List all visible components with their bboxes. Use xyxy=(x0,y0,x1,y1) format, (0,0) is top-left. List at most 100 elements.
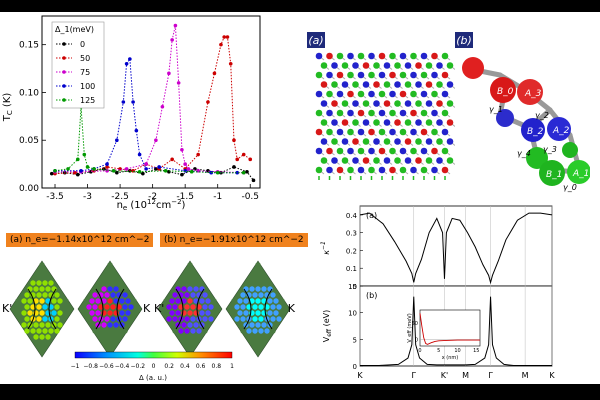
lattice-atom xyxy=(446,62,454,69)
bz-site xyxy=(122,304,128,310)
lattice-atom xyxy=(315,147,323,155)
bz-site xyxy=(101,334,107,340)
lattice-atom xyxy=(420,166,428,174)
tc-data-point xyxy=(196,152,200,157)
bz-site xyxy=(89,298,95,304)
tc-data-point xyxy=(49,171,54,176)
lattice-atom xyxy=(315,109,323,117)
bz-site xyxy=(255,346,261,352)
lattice-atom xyxy=(368,109,375,117)
tc-data-point xyxy=(141,171,145,176)
tc-data-point xyxy=(75,157,80,162)
tc-data-point xyxy=(241,152,246,157)
lattice-atom xyxy=(331,100,338,107)
band-b-ytick-label: 15 xyxy=(348,283,357,291)
bz-site xyxy=(122,316,128,322)
bz-site xyxy=(270,328,276,334)
bz-site xyxy=(163,310,169,316)
hop-gamma2: γ_2 xyxy=(535,111,549,120)
tc-xlabel: ne (1012cm−2) xyxy=(117,198,186,212)
band-xtick-label: K xyxy=(357,371,363,380)
lattice-atom xyxy=(441,71,449,79)
tc-data-point xyxy=(137,152,142,157)
heat-label-a: (a) n_e=−1.14x10^12 cm^−2 xyxy=(6,233,154,247)
lattice-atom xyxy=(441,90,449,98)
tc-legend-marker xyxy=(62,70,66,74)
bz-site xyxy=(184,280,190,286)
lattice-atom xyxy=(404,81,412,88)
tc-data-point xyxy=(128,57,132,61)
lattice-atom xyxy=(404,138,412,145)
figure-canvas: -3.5 -3 -2.5 -2 -1.5 -1 -0.5 0.00 0.05 0.10 0.15 Δ… xyxy=(0,12,600,384)
heat-label-a-text: n_e=−1.14x10^12 cm^−2 xyxy=(25,235,150,245)
lattice-atom xyxy=(368,166,375,174)
bz-site xyxy=(39,298,45,304)
tc-data-point xyxy=(154,138,158,143)
lattice-atom xyxy=(394,100,401,107)
lattice-atom xyxy=(410,166,417,174)
bz-site xyxy=(240,304,246,310)
lattice-atom xyxy=(326,71,333,79)
bz-site xyxy=(42,316,48,322)
bz-site xyxy=(231,298,237,304)
bz-site xyxy=(42,268,48,274)
bz-site xyxy=(234,316,240,322)
atom-b2 xyxy=(521,118,545,142)
atom-blue xyxy=(496,109,514,127)
bz-site xyxy=(172,292,178,298)
colorbar xyxy=(74,351,233,359)
inset-xtick-label: 15 xyxy=(473,348,479,354)
bz-site xyxy=(86,316,92,322)
lattice-atom xyxy=(362,157,370,164)
band-a-ytick-label: 0.2 xyxy=(346,247,357,255)
bz-site xyxy=(184,316,190,322)
bz-site xyxy=(42,292,48,298)
lattice-atom xyxy=(420,147,428,155)
bz-site xyxy=(172,328,178,334)
lattice-atom xyxy=(315,52,323,60)
lattice-atom xyxy=(357,90,365,98)
lattice-atom xyxy=(378,90,386,98)
tc-data-point xyxy=(180,147,184,152)
fermi-line xyxy=(264,288,273,330)
bz-site xyxy=(202,316,208,322)
lattice-atom xyxy=(378,147,386,155)
lattice-atom xyxy=(410,90,417,98)
bz-site xyxy=(110,268,116,274)
bz-site xyxy=(33,334,39,340)
bz-site xyxy=(27,310,33,316)
bz-site xyxy=(30,328,36,334)
lattice-atom xyxy=(436,157,443,164)
lattice-atom xyxy=(383,100,391,107)
bz-site xyxy=(258,316,264,322)
bz-site xyxy=(255,286,261,292)
lattice-atom xyxy=(320,157,328,164)
lattice-atom xyxy=(373,100,380,107)
lattice-atom xyxy=(315,128,323,136)
tc-xtick-label: -2 xyxy=(148,192,157,202)
tc-data-point xyxy=(235,170,240,175)
bz-site xyxy=(187,346,193,352)
lattice-atom xyxy=(347,71,354,79)
tc-data-point xyxy=(75,172,80,177)
bz-site xyxy=(181,322,187,328)
bz-site xyxy=(134,304,140,310)
tc-ytick-label: 0.10 xyxy=(19,88,39,98)
k-prime-label-left: K' xyxy=(2,302,12,315)
bz-site xyxy=(92,316,98,322)
lattice-atom xyxy=(404,100,412,107)
bz-site xyxy=(119,310,125,316)
bz-site xyxy=(193,322,199,328)
lattice-atom xyxy=(341,62,349,69)
tc-data-point xyxy=(92,167,96,171)
bz-site xyxy=(48,280,54,286)
bz-site xyxy=(249,286,255,292)
lattice-atom xyxy=(357,128,365,136)
band-panels: 0 0.1 0.2 0.3 0.4 0 5 10 15 (a) (b) κ−1 Veff (e… xyxy=(320,205,555,380)
bz-site xyxy=(89,322,95,328)
lattice-atom xyxy=(415,100,422,107)
band-xtick-label: M xyxy=(522,371,529,380)
lattice-atom xyxy=(352,119,359,126)
tc-ylabel: TC (K) xyxy=(2,93,14,123)
tc-data-point xyxy=(232,165,236,169)
